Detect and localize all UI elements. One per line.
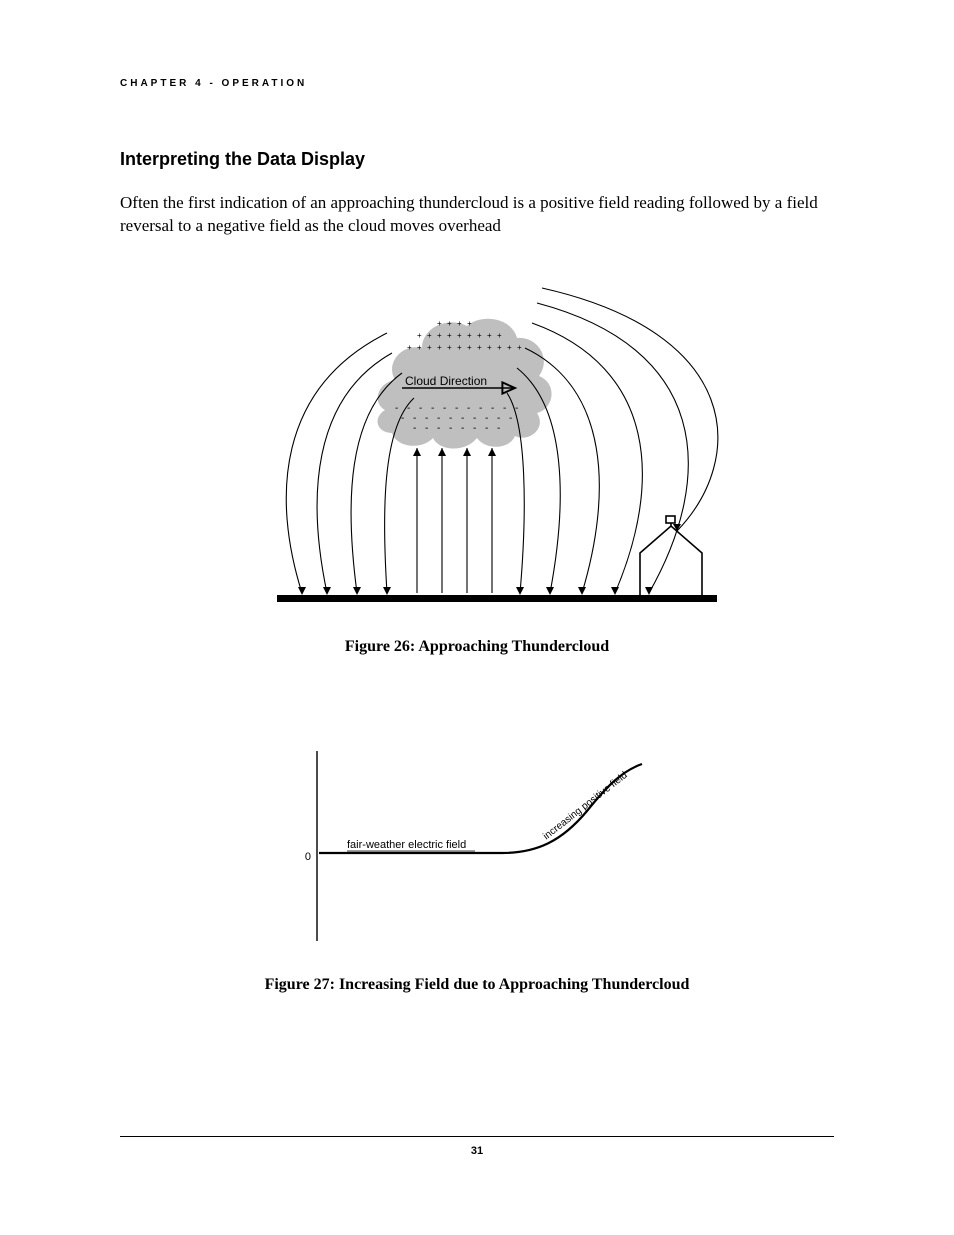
svg-text:+: + — [467, 343, 472, 352]
page: CHAPTER 4 - OPERATION Interpreting the D… — [0, 0, 954, 1235]
svg-text:+: + — [467, 331, 472, 340]
svg-text:-: - — [395, 403, 398, 414]
svg-text:-: - — [425, 423, 428, 434]
svg-text:+: + — [437, 319, 442, 328]
svg-text:-: - — [473, 423, 476, 434]
svg-text:-: - — [461, 423, 464, 434]
svg-text:+: + — [417, 343, 422, 352]
svg-text:+: + — [487, 343, 492, 352]
svg-text:+: + — [437, 343, 442, 352]
svg-text:+: + — [427, 331, 432, 340]
svg-text:-: - — [443, 403, 446, 414]
svg-text:-: - — [497, 423, 500, 434]
svg-text:+: + — [487, 331, 492, 340]
svg-text:-: - — [437, 423, 440, 434]
figure-27: 0 fair-weather electric field increasing… — [120, 746, 834, 994]
page-number: 31 — [120, 1145, 834, 1157]
increasing-field-label: increasing positive field — [541, 770, 629, 842]
figure-26: +++++++++++++++++++++++++ --------------… — [120, 258, 834, 656]
up-arrowheads — [413, 448, 496, 456]
zero-label: 0 — [305, 851, 311, 863]
svg-text:-: - — [449, 423, 452, 434]
svg-text:+: + — [457, 343, 462, 352]
chapter-header: CHAPTER 4 - OPERATION — [120, 78, 834, 89]
svg-text:+: + — [507, 343, 512, 352]
field-graph: 0 fair-weather electric field increasing… — [277, 746, 677, 956]
footer-rule — [120, 1136, 834, 1137]
svg-text:+: + — [437, 331, 442, 340]
figure-27-caption: Figure 27: Increasing Field due to Appro… — [120, 976, 834, 994]
svg-text:-: - — [509, 413, 512, 424]
svg-text:+: + — [447, 331, 452, 340]
svg-text:+: + — [517, 343, 522, 352]
svg-text:+: + — [477, 343, 482, 352]
thundercloud-diagram: +++++++++++++++++++++++++ --------------… — [217, 258, 737, 618]
svg-text:+: + — [427, 343, 432, 352]
svg-text:-: - — [419, 403, 422, 414]
svg-text:-: - — [455, 403, 458, 414]
cloud-direction-label: Cloud Direction — [405, 374, 487, 388]
svg-text:-: - — [491, 403, 494, 414]
figure-26-caption: Figure 26: Approaching Thundercloud — [120, 638, 834, 656]
fair-weather-label: fair-weather electric field — [347, 839, 466, 851]
page-footer: 31 — [120, 1136, 834, 1157]
body-paragraph: Often the first indication of an approac… — [120, 192, 834, 238]
svg-text:+: + — [407, 343, 412, 352]
svg-text:+: + — [457, 331, 462, 340]
svg-text:+: + — [457, 319, 462, 328]
house-icon — [640, 516, 702, 595]
svg-text:-: - — [503, 403, 506, 414]
svg-text:+: + — [497, 331, 502, 340]
figure-gap — [120, 656, 834, 740]
svg-text:+: + — [447, 319, 452, 328]
section-heading: Interpreting the Data Display — [120, 149, 834, 170]
ground-line — [277, 595, 717, 602]
svg-text:+: + — [417, 331, 422, 340]
svg-text:+: + — [497, 343, 502, 352]
svg-text:-: - — [467, 403, 470, 414]
svg-text:-: - — [413, 423, 416, 434]
svg-text:+: + — [467, 319, 472, 328]
svg-text:-: - — [431, 403, 434, 414]
svg-text:-: - — [485, 423, 488, 434]
svg-text:+: + — [477, 331, 482, 340]
svg-text:+: + — [447, 343, 452, 352]
svg-text:-: - — [479, 403, 482, 414]
